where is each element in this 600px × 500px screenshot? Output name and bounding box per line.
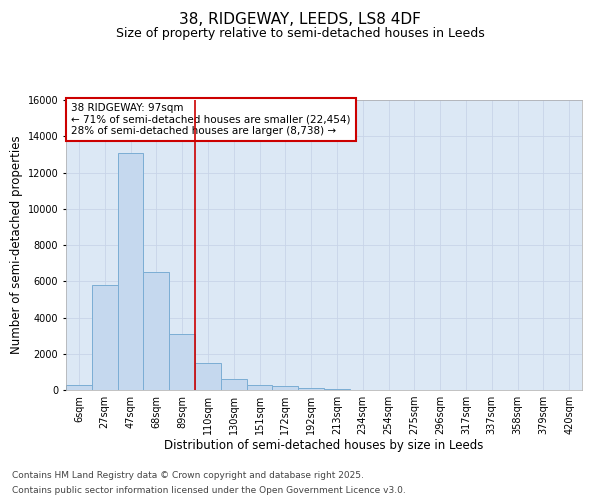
Bar [298, 388, 324, 390]
Bar [66, 384, 92, 390]
Text: 38 RIDGEWAY: 97sqm
← 71% of semi-detached houses are smaller (22,454)
28% of sem: 38 RIDGEWAY: 97sqm ← 71% of semi-detache… [71, 103, 350, 136]
X-axis label: Distribution of semi-detached houses by size in Leeds: Distribution of semi-detached houses by … [164, 438, 484, 452]
Bar [247, 384, 272, 390]
Bar [324, 389, 350, 390]
Text: 38, RIDGEWAY, LEEDS, LS8 4DF: 38, RIDGEWAY, LEEDS, LS8 4DF [179, 12, 421, 28]
Bar [92, 285, 118, 390]
Bar [195, 363, 221, 390]
Y-axis label: Number of semi-detached properties: Number of semi-detached properties [10, 136, 23, 354]
Bar [118, 152, 143, 390]
Bar [143, 272, 169, 390]
Bar [221, 379, 247, 390]
Text: Size of property relative to semi-detached houses in Leeds: Size of property relative to semi-detach… [116, 28, 484, 40]
Bar [169, 334, 195, 390]
Text: Contains public sector information licensed under the Open Government Licence v3: Contains public sector information licen… [12, 486, 406, 495]
Text: Contains HM Land Registry data © Crown copyright and database right 2025.: Contains HM Land Registry data © Crown c… [12, 471, 364, 480]
Bar [272, 386, 298, 390]
